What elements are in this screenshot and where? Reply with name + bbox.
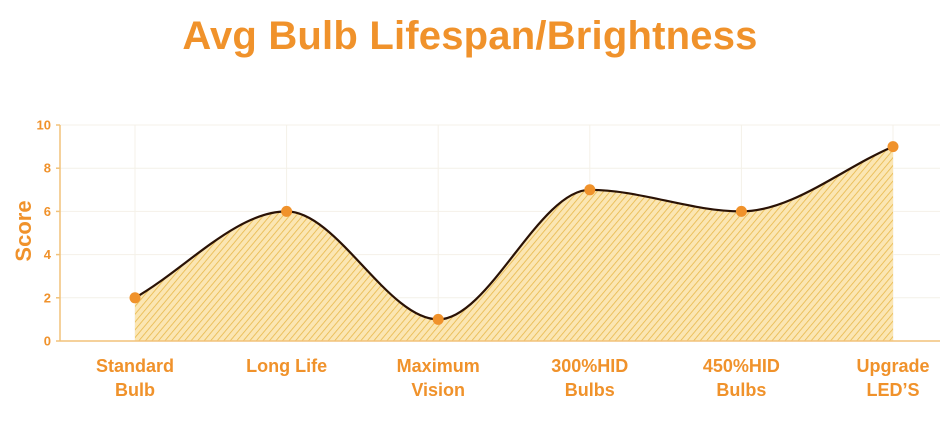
data-point [281, 205, 293, 217]
axes [56, 124, 940, 342]
x-tick-label: Standard Bulb [96, 356, 174, 400]
data-point [432, 313, 444, 325]
area-fill [135, 146, 893, 341]
x-tick-labels: Standard Bulb Long Life Maximum Vision 300%HI… [96, 356, 930, 400]
data-point [887, 141, 899, 153]
y-axis-label: Score [11, 200, 36, 261]
y-tick-labels: 0 2 4 6 8 10 [37, 118, 52, 349]
data-points [129, 141, 899, 325]
data-point [129, 292, 141, 304]
y-tick-label: 10 [37, 118, 51, 133]
series-line-path [134, 145, 894, 321]
x-tick-label: 450%HID Bulbs [703, 356, 780, 400]
y-tick-label: 4 [44, 247, 52, 262]
chart-title: Avg Bulb Lifespan/Brightness [182, 14, 758, 58]
y-tick-label: 6 [44, 204, 51, 219]
x-tick-label: Maximum Vision [397, 356, 480, 400]
series-line [134, 145, 894, 321]
x-tick-label: 300%HID Bulbs [551, 356, 628, 400]
x-tick-label: Long Life [246, 356, 327, 376]
x-tick-label: Upgrade LED’S [856, 356, 929, 400]
data-point [584, 184, 596, 196]
y-tick-label: 8 [44, 161, 51, 176]
y-tick-label: 2 [44, 290, 51, 305]
y-tick-label: 0 [44, 334, 51, 349]
area-region [135, 146, 893, 341]
data-point [735, 205, 747, 217]
